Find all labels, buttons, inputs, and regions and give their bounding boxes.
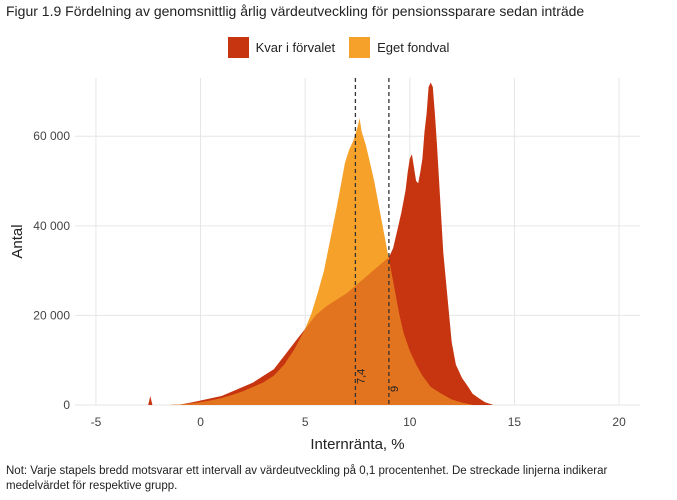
- x-axis-title: Internränta, %: [310, 436, 404, 453]
- chart-plot: 7,4 9 0 20 000 40 000 60 000 -5 0 5 10 15 20 Internr…: [9, 78, 640, 453]
- legend-swatch-eget-fondval: [349, 37, 371, 58]
- y-tick-label: 20 000: [33, 308, 70, 322]
- x-tick-label: 20: [612, 415, 626, 429]
- legend: Kvar i förvalet Eget fondval: [0, 37, 677, 58]
- legend-label-kvar-i-forvalet: Kvar i förvalet: [255, 40, 336, 55]
- x-tick-label: 0: [197, 415, 204, 429]
- x-tick-label: 5: [302, 415, 309, 429]
- x-tick-label: 15: [508, 415, 522, 429]
- y-tick-label: 40 000: [33, 219, 70, 233]
- chart-title: Figur 1.9 Fördelning av genomsnittlig år…: [6, 3, 585, 19]
- x-tick-label: 10: [403, 415, 417, 429]
- legend-item-kvar-i-forvalet: Kvar i förvalet: [227, 37, 336, 58]
- mean-line-label: 9: [389, 386, 401, 392]
- legend-swatch-kvar-i-forvalet: [227, 37, 249, 58]
- legend-label-eget-fondval: Eget fondval: [377, 40, 450, 55]
- chart-note: Not: Varje stapels bredd motsvarar ett i…: [6, 465, 608, 492]
- legend-item-eget-fondval: Eget fondval: [349, 37, 449, 58]
- mean-line-label: 7,4: [355, 369, 367, 384]
- x-tick-label: -5: [91, 415, 102, 429]
- y-axis-title: Antal: [9, 224, 26, 258]
- y-tick-label: 0: [63, 398, 70, 412]
- y-tick-label: 60 000: [33, 129, 70, 143]
- series-area-kvar-i-forvalet: [137, 82, 494, 405]
